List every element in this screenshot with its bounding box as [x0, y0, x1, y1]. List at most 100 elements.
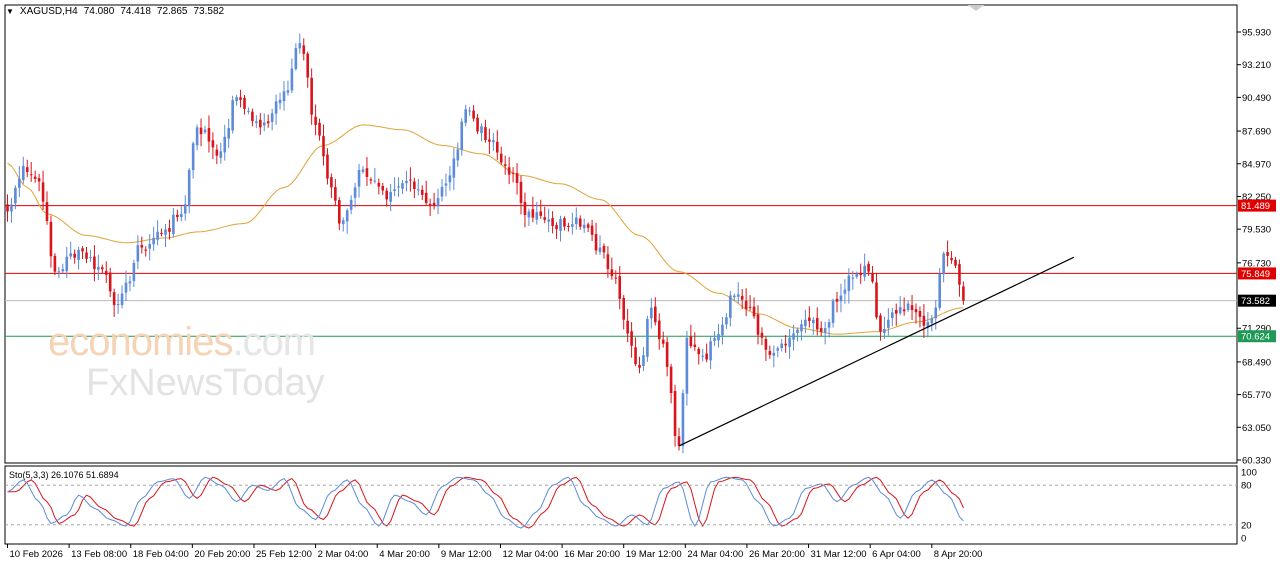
candle[interactable]: [314, 104, 317, 136]
candle[interactable]: [879, 313, 882, 341]
candle[interactable]: [318, 118, 321, 141]
candle[interactable]: [634, 337, 637, 367]
candle[interactable]: [341, 217, 345, 232]
candle[interactable]: [389, 183, 392, 212]
candle[interactable]: [843, 279, 847, 304]
candle[interactable]: [278, 92, 282, 110]
candle[interactable]: [152, 226, 155, 251]
candle[interactable]: [922, 303, 926, 338]
candle[interactable]: [393, 177, 396, 197]
candle[interactable]: [519, 175, 523, 215]
candle[interactable]: [590, 219, 594, 241]
candle[interactable]: [725, 312, 728, 329]
candle[interactable]: [322, 124, 325, 166]
candle[interactable]: [488, 128, 491, 154]
candle[interactable]: [211, 132, 215, 160]
candle[interactable]: [417, 178, 420, 196]
candle[interactable]: [496, 130, 499, 161]
candle[interactable]: [855, 271, 859, 279]
candle[interactable]: [274, 94, 278, 125]
candle[interactable]: [306, 51, 309, 88]
candle[interactable]: [428, 198, 432, 216]
candle[interactable]: [381, 182, 385, 196]
candle[interactable]: [77, 246, 80, 270]
candle[interactable]: [282, 81, 286, 111]
candle[interactable]: [910, 295, 914, 321]
candle[interactable]: [112, 288, 116, 317]
candle[interactable]: [65, 246, 69, 278]
candle[interactable]: [673, 384, 677, 447]
candle[interactable]: [938, 268, 941, 311]
candle[interactable]: [484, 119, 487, 143]
candle[interactable]: [69, 241, 72, 260]
candle[interactable]: [701, 348, 704, 362]
candle[interactable]: [934, 299, 938, 330]
candle[interactable]: [954, 256, 957, 269]
candle[interactable]: [326, 148, 329, 185]
candle[interactable]: [740, 289, 744, 310]
candle[interactable]: [349, 195, 353, 215]
candle[interactable]: [859, 263, 862, 284]
candle[interactable]: [871, 265, 874, 284]
candle[interactable]: [626, 308, 629, 343]
candle[interactable]: [539, 199, 543, 219]
candle[interactable]: [792, 324, 795, 351]
candle[interactable]: [646, 315, 649, 362]
candle[interactable]: [227, 118, 230, 148]
candle[interactable]: [902, 297, 906, 316]
candle[interactable]: [780, 339, 783, 352]
candle[interactable]: [97, 254, 100, 281]
candle[interactable]: [551, 211, 554, 234]
candle[interactable]: [377, 178, 381, 195]
candle[interactable]: [480, 123, 483, 142]
candle[interactable]: [259, 113, 262, 135]
candle[interactable]: [669, 363, 673, 404]
price-axis[interactable]: 95.930 93.210 90.490 87.690 84.970 82.250 79.5…: [1237, 28, 1276, 467]
candle[interactable]: [831, 298, 835, 328]
candle[interactable]: [310, 68, 313, 125]
sto-signal-line[interactable]: [7, 476, 964, 529]
candle[interactable]: [685, 330, 689, 406]
candle[interactable]: [140, 236, 144, 254]
candle[interactable]: [298, 33, 302, 54]
candle[interactable]: [164, 223, 167, 248]
candle[interactable]: [73, 249, 76, 264]
candle[interactable]: [827, 318, 831, 338]
candle[interactable]: [452, 148, 456, 191]
candle[interactable]: [45, 191, 49, 225]
candle[interactable]: [361, 166, 365, 174]
candle[interactable]: [440, 179, 444, 202]
candle[interactable]: [586, 222, 590, 233]
candle[interactable]: [215, 144, 219, 165]
candle[interactable]: [689, 324, 693, 349]
candle[interactable]: [243, 95, 246, 115]
candle[interactable]: [262, 113, 266, 132]
candle[interactable]: [942, 251, 945, 283]
candle[interactable]: [436, 188, 440, 215]
candle[interactable]: [156, 220, 159, 246]
candle[interactable]: [492, 132, 495, 151]
candle[interactable]: [567, 222, 570, 232]
candle[interactable]: [839, 283, 843, 313]
candle[interactable]: [290, 58, 294, 94]
candle[interactable]: [898, 296, 902, 316]
candle[interactable]: [85, 246, 88, 264]
candle[interactable]: [638, 356, 641, 374]
candle[interactable]: [41, 170, 45, 210]
candle[interactable]: [697, 346, 701, 365]
candle[interactable]: [744, 288, 748, 317]
candle[interactable]: [926, 312, 930, 338]
candle[interactable]: [464, 104, 467, 127]
candle[interactable]: [160, 228, 163, 237]
candle[interactable]: [772, 345, 776, 368]
candle[interactable]: [661, 331, 665, 348]
candle[interactable]: [756, 305, 760, 345]
candle[interactable]: [654, 297, 657, 326]
candle[interactable]: [432, 192, 436, 210]
candle[interactable]: [875, 273, 878, 320]
candle[interactable]: [823, 321, 827, 345]
candle[interactable]: [199, 118, 203, 147]
candle[interactable]: [176, 209, 179, 222]
candle[interactable]: [606, 246, 610, 278]
candle[interactable]: [108, 267, 112, 297]
